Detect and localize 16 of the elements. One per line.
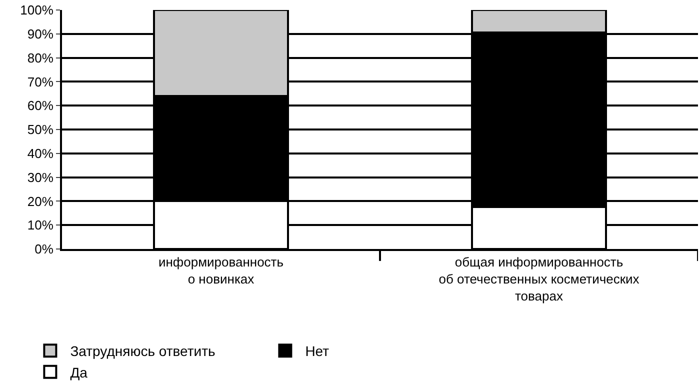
y-tick-label: 80%: [27, 50, 54, 66]
y-tick-label: 90%: [27, 26, 54, 42]
legend-label: Да: [70, 364, 88, 380]
y-tick-label: 10%: [27, 218, 54, 233]
y-tick-label: 0%: [34, 242, 54, 257]
y-tick-label: 60%: [27, 98, 54, 114]
legend-label: Затрудняюсь ответить: [70, 343, 216, 360]
y-tick-label: 70%: [27, 74, 54, 90]
y-tick-label: 40%: [27, 146, 54, 161]
x-tick-label: информированность о новинках: [158, 254, 284, 286]
legend-label: Нет: [305, 343, 330, 360]
x-tick-label: общая информированность об отечественных косметических товарах: [438, 254, 640, 304]
y-tick-label: 30%: [27, 170, 54, 185]
y-tick-label: 20%: [27, 194, 54, 209]
y-tick-label: 50%: [27, 122, 54, 138]
y-tick-label: 100%: [20, 2, 54, 18]
